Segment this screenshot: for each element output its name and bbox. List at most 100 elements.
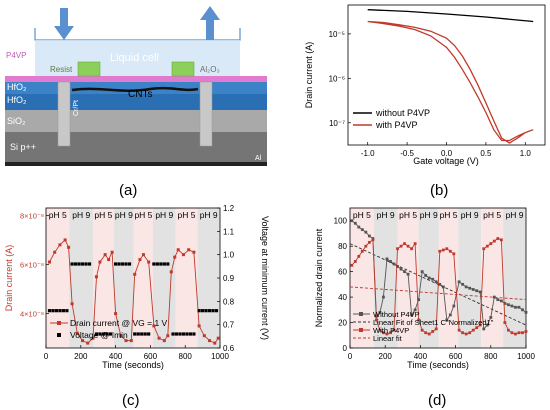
chart-c-point-voltage bbox=[192, 332, 196, 336]
hfo2-top-label: HfO₂ bbox=[7, 82, 27, 92]
chart-c-point-voltage bbox=[185, 332, 189, 336]
panel-d-label: (d) bbox=[428, 392, 446, 409]
chart-d-xtick-label: 0 bbox=[348, 352, 353, 361]
si-substrate bbox=[5, 132, 267, 166]
chart-c-ph-band bbox=[113, 208, 134, 348]
chart-c-xlabel: Time (seconds) bbox=[102, 360, 164, 370]
chart-d-legend: Without P4VP Linear Fit of Sheet1 C"Norm… bbox=[353, 310, 494, 343]
chart-d-point-without-p4vp bbox=[492, 295, 496, 299]
chart-d-point-with-p4vp bbox=[371, 238, 375, 242]
chart-c-ylabel-right: Voltage at minimum current (V) bbox=[260, 216, 270, 340]
chart-c-point-voltage bbox=[58, 309, 62, 313]
legend-d-with-label: With P4VP bbox=[373, 326, 409, 335]
chart-d-ph-label: pH 5 bbox=[483, 210, 501, 220]
legend-b-without-label: without P4VP bbox=[375, 108, 430, 118]
chart-c-ph-band bbox=[197, 208, 220, 348]
panel-a-schematic: Liquid cell Resist Al₂O₃ P4VP HfO₂ HfO₂ … bbox=[5, 6, 267, 166]
chart-c-xtick-label: 1000 bbox=[211, 352, 229, 361]
chart-d-point-with-p4vp bbox=[492, 239, 496, 243]
inlet-arrow bbox=[60, 8, 68, 28]
chart-d-ph-label: pH 9 bbox=[506, 210, 524, 220]
chart-c-ytick-right-label: 0.6 bbox=[223, 344, 235, 353]
chart-d-point-without-p4vp bbox=[413, 308, 417, 312]
chart-c-point-drain bbox=[94, 275, 98, 279]
chart-d-point-with-p4vp bbox=[468, 331, 472, 335]
chart-d-point-with-p4vp bbox=[475, 326, 479, 330]
chart-b-ylabel: Drain current (A) bbox=[304, 42, 314, 109]
chart-c-point-drain bbox=[173, 255, 177, 259]
chart-d-point-with-p4vp bbox=[499, 238, 503, 242]
inlet-arrow-head bbox=[54, 26, 74, 40]
chart-d-point-without-p4vp bbox=[496, 298, 500, 302]
chart-d-point-with-p4vp bbox=[375, 318, 378, 322]
chart-c-ytick-right-label: 0.8 bbox=[223, 297, 235, 306]
chart-d-point-without-p4vp bbox=[424, 274, 428, 277]
chart-d-point-without-p4vp bbox=[452, 304, 456, 308]
resist-left bbox=[77, 61, 101, 77]
panel-c-chart: pH 5 pH 9 pH 5 pH 9 pH 5 pH 9 pH 5 pH 9 0 200 400… bbox=[4, 204, 270, 370]
chart-c-point-voltage bbox=[136, 332, 140, 336]
chart-d-point-with-p4vp bbox=[521, 331, 524, 335]
chart-d-xtick-label: 800 bbox=[484, 352, 498, 361]
chart-c-point-drain bbox=[192, 250, 196, 254]
chart-d-xtick-label: 600 bbox=[449, 352, 463, 361]
si-label: Si p++ bbox=[10, 142, 36, 152]
chart-c-point-voltage bbox=[162, 262, 166, 266]
chart-d-point-without-p4vp bbox=[445, 318, 449, 322]
chart-d-point-without-p4vp bbox=[420, 270, 424, 274]
chart-c-point-drain bbox=[216, 336, 220, 340]
chart-d-point-with-p4vp bbox=[424, 331, 428, 335]
chart-d-point-with-p4vp bbox=[378, 328, 382, 332]
chart-c-point-voltage bbox=[171, 332, 175, 336]
chart-c-point-voltage bbox=[70, 262, 74, 266]
chart-d-point-without-p4vp bbox=[521, 308, 524, 312]
chart-c-point-drain bbox=[138, 258, 142, 262]
al-label: Al bbox=[255, 155, 262, 162]
chart-c-point-voltage bbox=[181, 332, 186, 336]
chart-c-point-drain bbox=[91, 336, 95, 340]
chart-d-point-without-p4vp bbox=[357, 225, 361, 229]
chart-c-point-voltage bbox=[84, 262, 88, 266]
chart-c-ph-label: pH 9 bbox=[115, 210, 133, 220]
legend-c-marker-voltage bbox=[57, 333, 61, 337]
chart-b-ytick-label: 10⁻⁶ bbox=[329, 74, 345, 83]
chart-d-ytick-label: 0 bbox=[343, 344, 348, 353]
chart-c-xtick-label: 200 bbox=[74, 352, 88, 361]
chart-d-point-without-p4vp bbox=[389, 260, 392, 263]
chart-d-point-without-p4vp bbox=[461, 282, 465, 286]
chart-c-point-voltage bbox=[211, 309, 215, 313]
chart-c-point-drain bbox=[197, 324, 201, 328]
p4vp-label: P4VP bbox=[6, 51, 26, 60]
chart-d-point-without-p4vp bbox=[403, 270, 406, 274]
chart-d-frame bbox=[349, 207, 527, 349]
chart-d-point-with-p4vp bbox=[510, 331, 514, 335]
chart-d-point-with-p4vp bbox=[364, 244, 368, 248]
legend-d-without-label: Without P4VP bbox=[373, 310, 420, 319]
chart-c-ytick-right-label: 0.9 bbox=[223, 274, 235, 283]
chart-c-point-voltage bbox=[124, 262, 128, 266]
chart-d-ph-band bbox=[438, 208, 459, 348]
chart-c-point-drain bbox=[75, 331, 79, 335]
chart-c-point-voltage bbox=[73, 262, 78, 266]
chart-c-point-voltage bbox=[114, 262, 118, 266]
chart-d-point-without-p4vp bbox=[448, 313, 452, 317]
chart-b-xtick-label: 0.0 bbox=[441, 149, 453, 158]
chart-d-point-without-p4vp bbox=[482, 327, 486, 331]
chart-c-point-drain bbox=[119, 334, 123, 338]
chart-d-xtick-label: 1000 bbox=[517, 352, 535, 361]
chart-d-ytick-label: 100 bbox=[334, 217, 348, 226]
chart-c-ytick-right-label: 0.7 bbox=[223, 321, 235, 330]
chart-c-point-voltage bbox=[94, 332, 99, 336]
chart-c-ytick-label: 4×10⁻⁸ bbox=[20, 310, 44, 319]
chart-c-ph-label: pH 9 bbox=[155, 210, 173, 220]
chart-d-point-without-p4vp bbox=[431, 277, 435, 281]
chart-c-xtick-label: 800 bbox=[179, 352, 193, 361]
crpt-label: Cr/Pt bbox=[73, 100, 80, 116]
chart-c-point-voltage bbox=[140, 332, 144, 336]
chart-d-ph-label: pH 9 bbox=[420, 210, 438, 220]
chart-b-series-with-p4vp bbox=[367, 20, 534, 144]
panel-b-chart: -1.0 -0.5 0.0 0.5 1.0 10⁻⁷ 10⁻⁶ 10⁻⁵ Gate volta… bbox=[304, 4, 546, 166]
chart-c-point-voltage bbox=[117, 262, 121, 266]
chart-d-point-with-p4vp bbox=[420, 328, 424, 332]
chart-b-ytick-label: 10⁻⁵ bbox=[329, 30, 345, 39]
